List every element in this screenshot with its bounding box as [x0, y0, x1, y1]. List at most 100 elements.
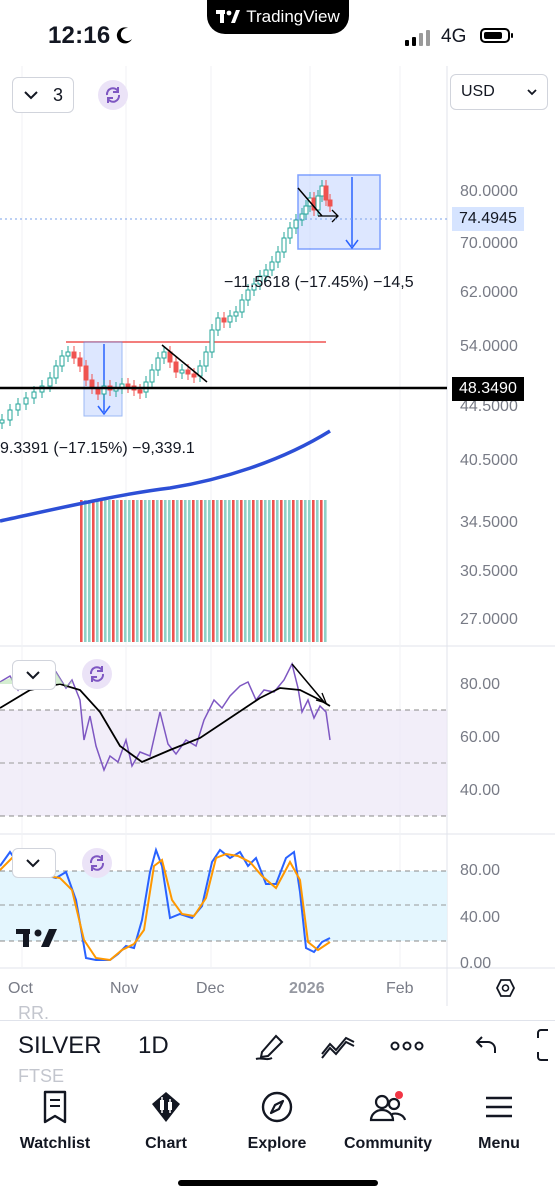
candle [65, 351, 71, 357]
candle [125, 383, 131, 388]
community-icon [369, 1091, 407, 1122]
volume-bar [236, 500, 239, 642]
candle [251, 283, 257, 291]
indicator-dropdown[interactable]: 3 [12, 77, 74, 113]
projection-arrow-icon [318, 209, 339, 223]
more-button[interactable] [390, 1038, 424, 1054]
stoch-k-line [0, 846, 331, 961]
volume-bar [276, 500, 279, 642]
volume-bar [268, 500, 271, 642]
moving-average-line [0, 429, 331, 523]
volume-bar [208, 500, 211, 642]
compass-icon [261, 1091, 293, 1123]
volume-bar [260, 500, 263, 642]
volume-bar [248, 500, 251, 642]
candle [23, 397, 29, 405]
candle [155, 357, 161, 371]
chevron-down-icon [24, 91, 38, 100]
tab-label: Menu [478, 1135, 520, 1152]
price-label: 34.5000 [460, 514, 518, 531]
tradingview-pill[interactable]: TradingView [207, 0, 349, 34]
candle [275, 251, 281, 263]
rsi-axis-label: 80.00 [460, 676, 501, 693]
candle [287, 227, 293, 239]
interval-button[interactable]: 1D [138, 1032, 169, 1059]
candle [15, 403, 21, 411]
candle [263, 269, 269, 277]
stoch-collapse-button[interactable] [12, 848, 56, 878]
chevron-down-icon [527, 88, 537, 95]
stoch-refresh-button[interactable] [82, 848, 112, 878]
undo-button[interactable] [474, 1034, 498, 1056]
candle [215, 317, 221, 331]
tab-label: Community [344, 1135, 432, 1152]
tab-chart[interactable]: Chart [111, 1090, 221, 1153]
volume-bar [292, 500, 295, 642]
refresh-icon [105, 87, 121, 103]
candle [203, 351, 209, 367]
price-label: 54.0000 [460, 338, 518, 355]
volume-bar [220, 500, 223, 642]
stoch-d-line [0, 852, 331, 962]
status-time: 12:16 [48, 22, 111, 49]
lower-range-box [83, 341, 123, 417]
time-axis-label: Dec [196, 980, 225, 997]
battery-icon [480, 28, 513, 43]
indicators-button[interactable] [320, 1032, 356, 1060]
tab-menu[interactable]: Menu [444, 1090, 554, 1153]
volume-bar [240, 500, 243, 642]
candle [221, 317, 227, 323]
chart-canvas[interactable] [0, 66, 555, 1006]
candle [299, 213, 305, 221]
volume-bar [272, 500, 275, 642]
home-indicator [178, 1180, 378, 1186]
volume-bar [316, 500, 319, 642]
signal-icon [405, 30, 430, 46]
tab-watchlist[interactable]: Watchlist [0, 1090, 110, 1153]
drawing-tool-button[interactable] [254, 1030, 288, 1062]
volume-bar [288, 500, 291, 642]
tradingview-watermark-icon [16, 929, 57, 947]
chart-toolbar [0, 1020, 555, 1073]
current-price-tag: 74.4945 [452, 207, 524, 231]
volume-bar [300, 500, 303, 642]
tradingview-logo-icon [216, 10, 241, 23]
price-candles [0, 180, 333, 429]
candle [281, 237, 287, 253]
candle [31, 391, 37, 399]
volume-bar [132, 500, 135, 642]
volume-bar [112, 500, 115, 642]
time-axis-label: Oct [8, 980, 33, 997]
refresh-icon [89, 666, 105, 682]
volume-bar [136, 500, 139, 642]
volume-bar [176, 500, 179, 642]
symbol-peek-bottom: FTSE [18, 1066, 65, 1086]
candle [323, 185, 329, 201]
tab-explore[interactable]: Explore [222, 1090, 332, 1153]
rsi-refresh-button[interactable] [82, 659, 112, 689]
volume-bar [172, 500, 175, 642]
candle [233, 311, 239, 317]
currency-selector[interactable]: USD [450, 74, 548, 110]
candle [83, 365, 89, 381]
volume-bar [84, 500, 87, 642]
chart-settings-icon [495, 979, 516, 997]
volume-bar [96, 500, 99, 642]
symbol-button[interactable]: SILVER [18, 1032, 102, 1059]
volume-bar [116, 500, 119, 642]
volume-bar [228, 500, 231, 642]
refresh-button[interactable] [98, 80, 128, 110]
volume-bar [284, 500, 287, 642]
price-label: 27.0000 [460, 611, 518, 628]
indicators-icon [321, 1036, 355, 1059]
price-label: 80.0000 [460, 183, 518, 200]
tradingview-brand-label: TradingView [246, 7, 340, 26]
fullscreen-button[interactable] [536, 1028, 555, 1062]
rsi-collapse-button[interactable] [12, 660, 56, 690]
tab-community[interactable]: Community [333, 1090, 443, 1153]
candle [149, 369, 155, 383]
volume-bar [104, 500, 107, 642]
candle [315, 195, 321, 211]
upper-range-box [297, 174, 381, 250]
volume-bar [100, 500, 103, 642]
